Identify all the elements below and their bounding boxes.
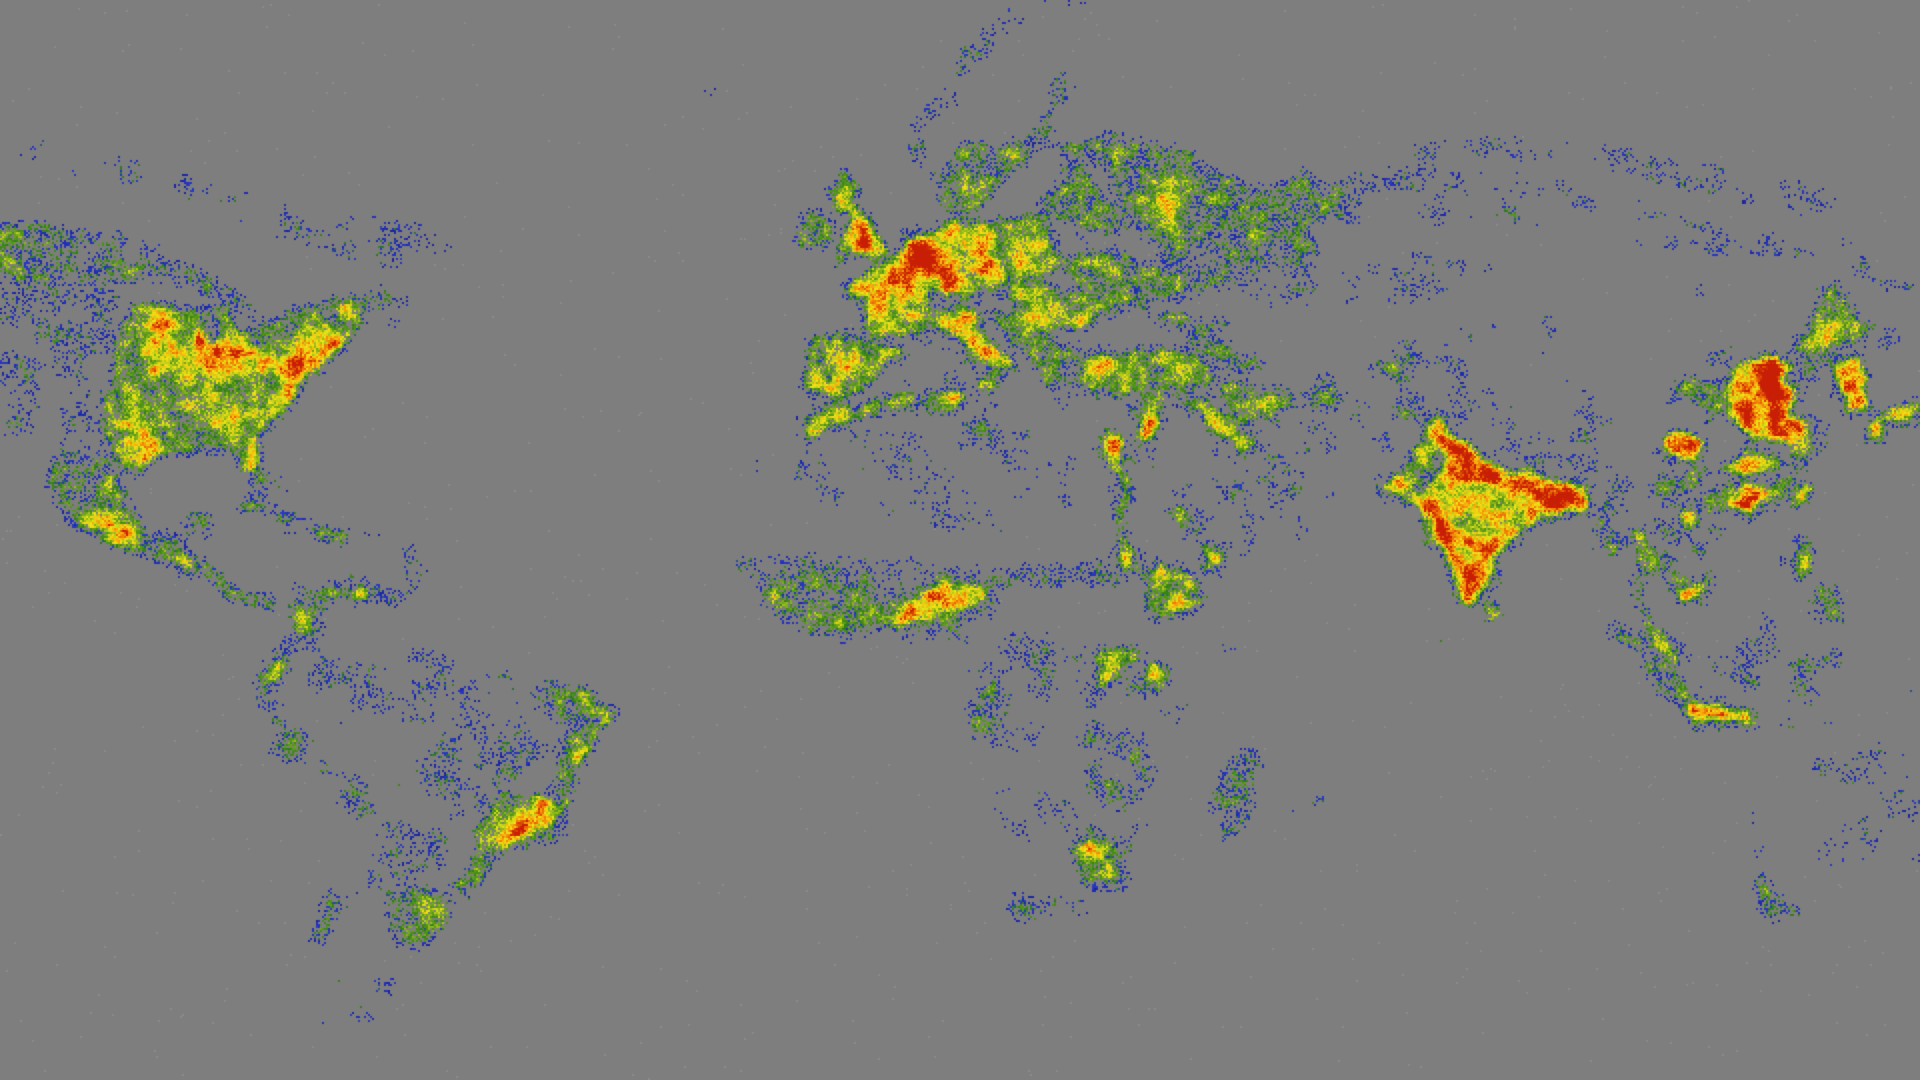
- world-population-density-map: [0, 0, 1920, 1080]
- screenshot-root: [0, 0, 1920, 1080]
